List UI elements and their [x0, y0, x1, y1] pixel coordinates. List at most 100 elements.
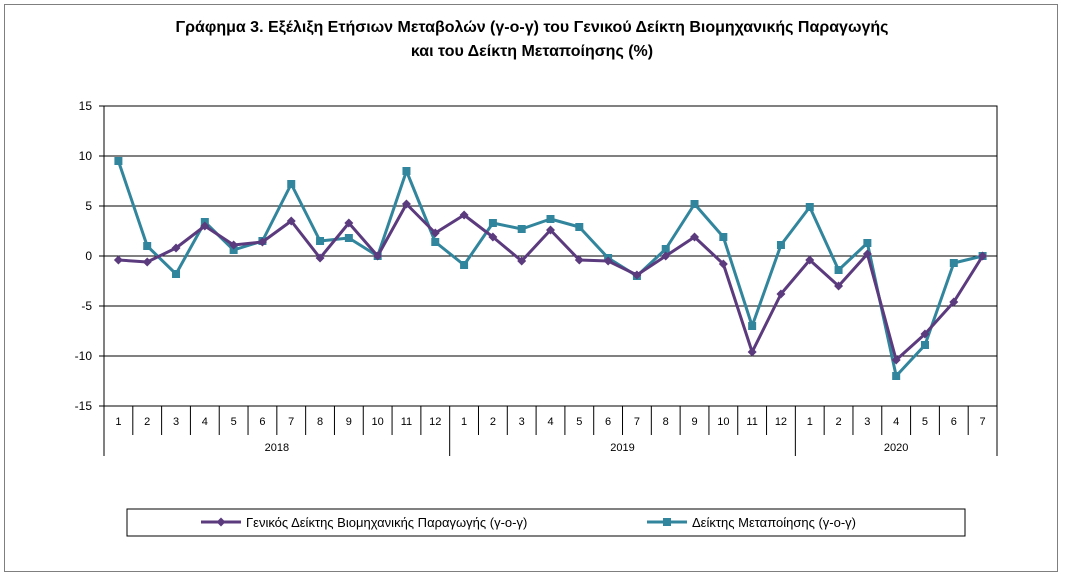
chart-title-line-2: και του Δείκτη Μεταποίησης (%): [410, 43, 654, 60]
x-tick-label: 5: [231, 416, 237, 428]
data-point: [661, 251, 671, 261]
x-tick-label: 1: [807, 416, 813, 428]
data-point: [546, 225, 555, 235]
data-point: [430, 228, 440, 238]
x-tick-label: 2: [490, 416, 496, 428]
x-tick-label: 12: [429, 416, 441, 428]
x-tick-label: 4: [202, 416, 208, 428]
y-tick-label: -10: [75, 349, 93, 363]
data-point: [373, 251, 383, 261]
data-point: [632, 270, 642, 280]
x-tick-label: 8: [663, 416, 669, 428]
data-point: [834, 281, 844, 291]
data-point: [863, 239, 872, 247]
data-point: [718, 259, 728, 269]
data-point: [747, 347, 757, 357]
x-tick-label: 2: [836, 416, 842, 428]
x-tick-label: 11: [746, 416, 757, 428]
data-point: [892, 372, 901, 380]
data-point: [776, 289, 786, 299]
data-point: [574, 255, 584, 265]
data-point: [690, 232, 700, 242]
data-point: [805, 255, 815, 265]
data-point: [229, 240, 239, 250]
x-tick-label: 6: [259, 416, 265, 428]
data-point: [402, 167, 411, 175]
data-point: [257, 237, 267, 247]
x-tick-label: 5: [922, 416, 928, 428]
data-point: [575, 223, 584, 231]
x-tick-label: 1: [461, 416, 467, 428]
data-point: [171, 243, 181, 253]
chart-frame: Γράφημα 3. Εξέλιξη Ετήσιων Μεταβολών (γ-…: [4, 4, 1058, 572]
data-point: [603, 256, 613, 266]
x-tick-label: 12: [775, 416, 787, 428]
data-point: [488, 219, 497, 227]
data-point: [460, 261, 469, 269]
x-tick-label: 3: [519, 416, 525, 428]
x-tick-label: 11: [401, 416, 412, 428]
x-tick-label: 6: [605, 416, 611, 428]
data-point: [834, 266, 843, 274]
data-point: [344, 234, 353, 242]
data-point: [459, 210, 469, 220]
x-year-label: 2018: [265, 442, 289, 454]
y-tick-label: 0: [85, 249, 92, 263]
y-tick-label: -5: [81, 299, 92, 313]
data-point: [172, 270, 181, 278]
y-tick-label: 10: [79, 149, 93, 163]
x-tick-label: 7: [634, 416, 640, 428]
y-tick-label: 15: [79, 99, 93, 113]
data-point: [229, 246, 238, 254]
chart-title-line-1: Γράφημα 3. Εξέλιξη Ετήσιων Μεταβολών (γ-…: [175, 19, 889, 36]
data-point: [143, 242, 152, 250]
x-tick-label: 1: [115, 416, 121, 428]
data-point: [286, 216, 296, 226]
data-point: [316, 237, 325, 245]
x-tick-label: 10: [717, 416, 729, 428]
x-tick-label: 9: [346, 416, 352, 428]
data-point: [661, 245, 670, 253]
x-tick-label: 4: [547, 416, 553, 428]
data-point: [719, 233, 728, 241]
x-tick-label: 3: [864, 416, 870, 428]
data-point: [200, 221, 210, 231]
data-point: [546, 215, 555, 223]
x-tick-label: 6: [951, 416, 957, 428]
data-point: [431, 238, 440, 246]
data-point: [114, 157, 123, 165]
x-tick-label: 9: [691, 416, 697, 428]
data-point: [776, 241, 785, 249]
x-tick-label: 10: [372, 416, 384, 428]
data-point: [401, 199, 411, 209]
data-point: [344, 218, 354, 228]
x-axis: 1 2 3 4 5 6 7 8 9 10 11 12 1 2 3 4 5 6 7 8 9 10 11 12 1 2 3 4 5 6 7201…: [103, 406, 998, 456]
x-tick-label: 3: [173, 416, 179, 428]
data-point: [748, 322, 757, 330]
data-point: [517, 225, 526, 233]
data-point: [978, 251, 988, 261]
data-point: [949, 259, 958, 267]
legend: Γενικός Δείκτης Βιομηχανικής Παραγωγής (…: [126, 508, 966, 537]
x-tick-label: 8: [317, 416, 323, 428]
y-tick-label: 5: [85, 199, 92, 213]
data-point: [113, 255, 123, 265]
plot-area: [103, 105, 998, 407]
data-point: [142, 257, 152, 267]
y-axis: 15 10 5 0 -5 -10 -15: [75, 99, 104, 413]
x-tick-label: 2: [144, 416, 150, 428]
data-point: [287, 180, 296, 188]
x-tick-label: 5: [576, 416, 582, 428]
legend-swatch-marker: [663, 518, 671, 526]
legend-box: [126, 508, 966, 537]
data-point: [920, 329, 930, 339]
x-tick-label: 7: [980, 416, 986, 428]
legend-swatch-marker: [216, 517, 226, 527]
x-tick-label: 4: [893, 416, 899, 428]
data-point: [517, 256, 527, 266]
data-point: [949, 297, 959, 307]
data-point: [920, 341, 929, 349]
x-year-label: 2020: [884, 442, 908, 454]
legend-label: Γενικός Δείκτης Βιομηχανικής Παραγωγής (…: [246, 515, 527, 530]
